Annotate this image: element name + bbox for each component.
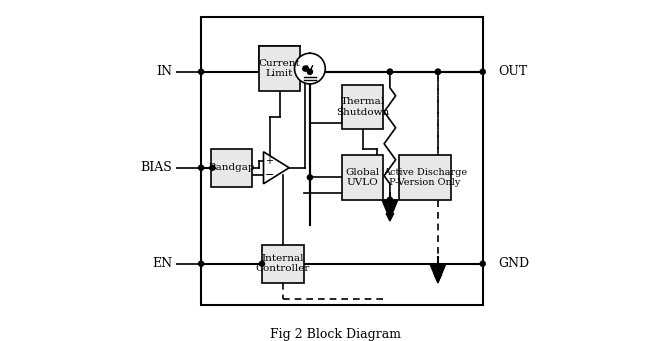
Text: +: + (265, 156, 273, 166)
Polygon shape (382, 200, 398, 219)
Text: Fig 2 Block Diagram: Fig 2 Block Diagram (270, 328, 401, 341)
FancyBboxPatch shape (342, 155, 384, 200)
Circle shape (260, 261, 264, 266)
FancyBboxPatch shape (211, 149, 252, 187)
Polygon shape (264, 152, 289, 184)
Text: Current
Limit: Current Limit (258, 59, 301, 78)
Text: OUT: OUT (499, 65, 528, 78)
Polygon shape (430, 264, 446, 283)
Circle shape (307, 69, 313, 74)
Circle shape (387, 69, 393, 74)
Text: Thermal
Shutdown: Thermal Shutdown (336, 97, 389, 117)
FancyBboxPatch shape (262, 244, 303, 283)
Text: Active Discharge
P-Version Only: Active Discharge P-Version Only (383, 168, 467, 187)
Text: Bandgap: Bandgap (208, 163, 255, 172)
Circle shape (435, 69, 440, 74)
FancyBboxPatch shape (399, 155, 451, 200)
Circle shape (303, 66, 308, 71)
Circle shape (199, 261, 204, 266)
Text: IN: IN (156, 65, 172, 78)
Circle shape (387, 69, 393, 74)
Text: EN: EN (152, 257, 172, 270)
Circle shape (295, 53, 325, 84)
FancyBboxPatch shape (201, 17, 482, 305)
Circle shape (480, 69, 485, 74)
Text: −: − (265, 170, 274, 180)
Circle shape (307, 175, 313, 180)
Circle shape (480, 261, 485, 266)
Text: GND: GND (499, 257, 530, 270)
Circle shape (210, 165, 215, 170)
FancyBboxPatch shape (259, 46, 301, 91)
Text: Global
UVLO: Global UVLO (346, 168, 380, 187)
Circle shape (435, 69, 440, 74)
Text: Internal
Controller: Internal Controller (256, 254, 310, 273)
Circle shape (199, 69, 204, 74)
Circle shape (387, 197, 393, 202)
Text: BIAS: BIAS (140, 161, 172, 174)
FancyBboxPatch shape (342, 85, 384, 129)
Circle shape (199, 165, 204, 170)
